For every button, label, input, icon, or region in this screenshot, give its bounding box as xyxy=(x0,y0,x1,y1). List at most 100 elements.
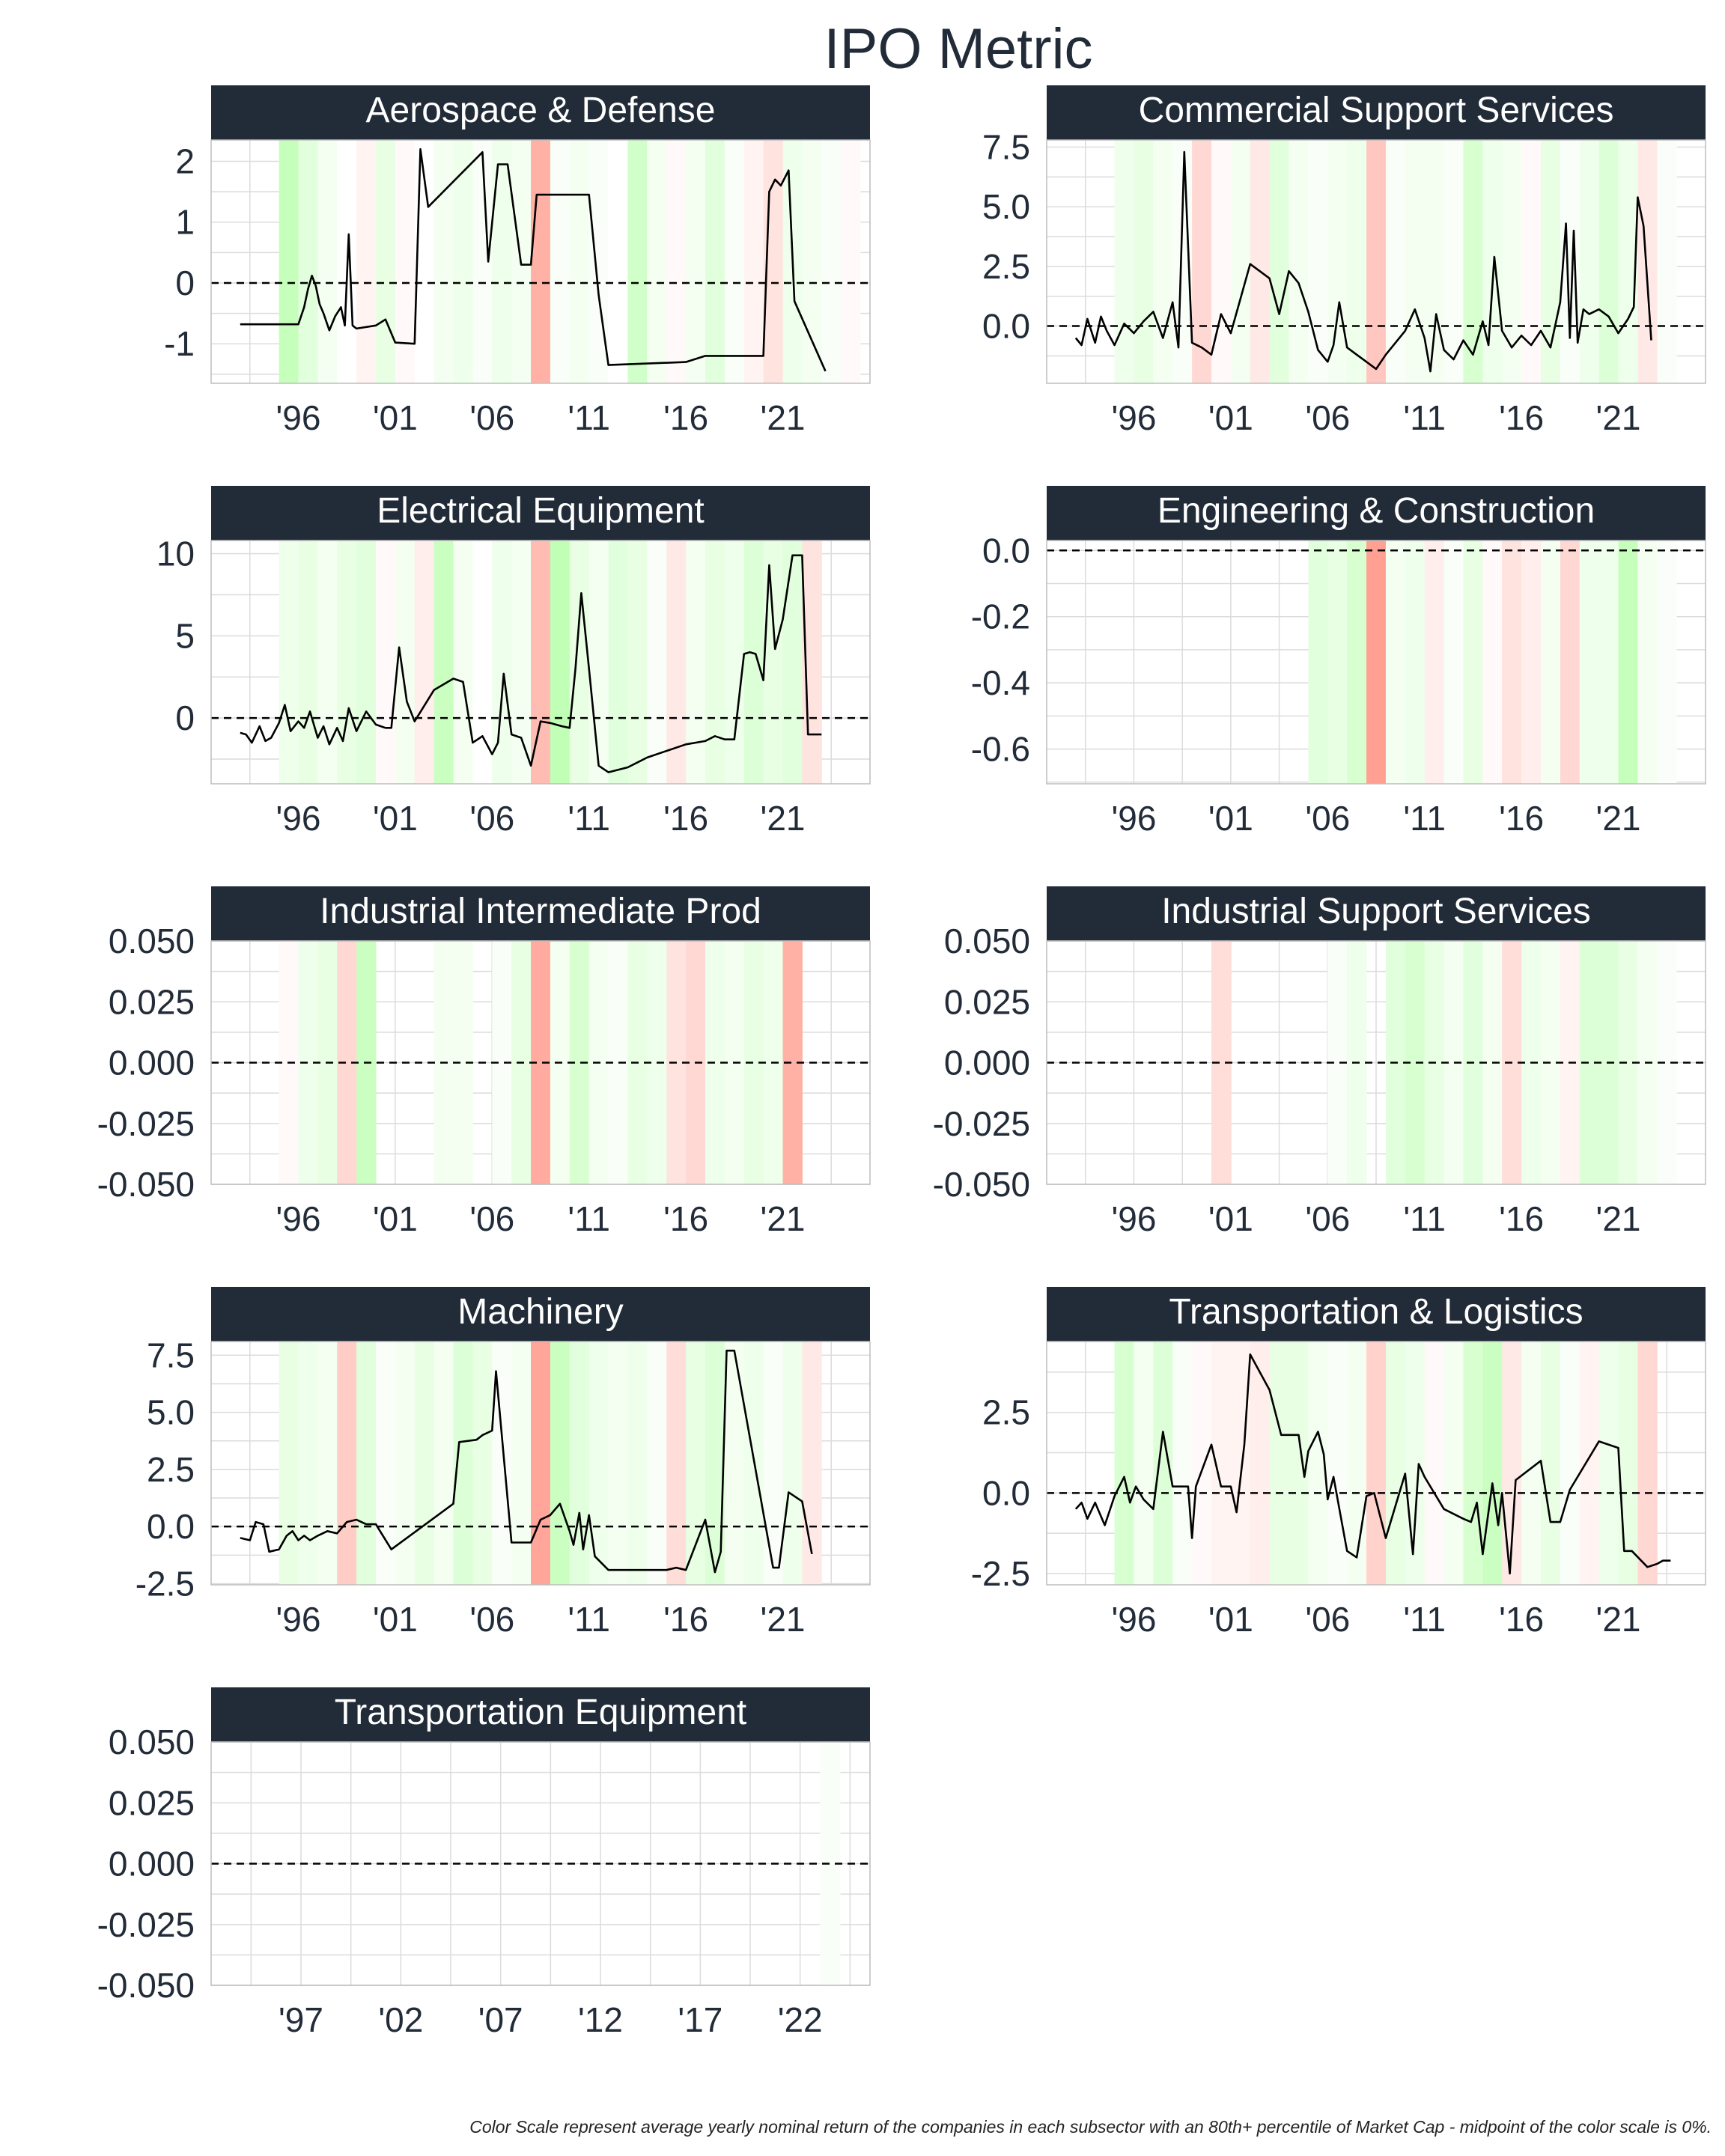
x-tick-label: '16 xyxy=(1499,1199,1544,1238)
x-tick-label: '06 xyxy=(1305,799,1350,838)
x-tick-label: '21 xyxy=(1596,398,1641,437)
y-tick-label: 2.5 xyxy=(147,1450,195,1489)
year-shade-band xyxy=(1424,140,1445,383)
x-tick-label: '01 xyxy=(1208,1600,1253,1639)
year-shade-band xyxy=(376,1342,396,1585)
year-shade-band xyxy=(298,540,318,784)
x-tick-label: '01 xyxy=(1208,1199,1253,1238)
year-shade-band xyxy=(356,140,377,383)
x-tick-label: '96 xyxy=(1111,799,1156,838)
year-shade-band xyxy=(802,140,822,383)
year-shade-band xyxy=(705,540,725,784)
y-tick-label: 7.5 xyxy=(982,128,1030,167)
year-shade-band xyxy=(608,1342,628,1585)
year-shade-band xyxy=(356,540,377,784)
year-shade-band xyxy=(1347,140,1367,383)
year-shade-band xyxy=(569,1342,590,1585)
x-tick-label: '96 xyxy=(276,1600,320,1639)
x-tick-label: '02 xyxy=(378,2000,423,2039)
panel-border xyxy=(1046,940,1706,1185)
facet-header xyxy=(1047,85,1706,140)
year-shade-band xyxy=(1327,140,1348,383)
y-tick-label: 10 xyxy=(156,535,195,573)
year-shade-band xyxy=(531,140,551,383)
y-tick-label: 0.0 xyxy=(982,1473,1030,1512)
year-shade-band xyxy=(1482,1342,1503,1585)
x-tick-label: '11 xyxy=(568,1199,610,1238)
year-shade-band xyxy=(1502,140,1522,383)
x-tick-label: '96 xyxy=(1111,1600,1156,1639)
panel-border xyxy=(210,139,871,384)
y-tick-label: 0 xyxy=(175,264,195,302)
year-shade-band xyxy=(1579,140,1600,383)
y-tick-label: 0.050 xyxy=(109,1723,195,1761)
year-shade-band xyxy=(472,540,493,784)
year-shade-band xyxy=(550,540,571,784)
facet-header xyxy=(211,486,870,540)
year-shade-band xyxy=(608,540,628,784)
panel-border xyxy=(210,1741,871,1986)
y-tick-label: 0.025 xyxy=(944,982,1030,1021)
year-shade-band xyxy=(1230,140,1251,383)
x-tick-label: '16 xyxy=(1499,1600,1544,1639)
year-shade-band xyxy=(569,140,590,383)
year-shade-band xyxy=(317,140,338,383)
year-shade-band xyxy=(841,140,861,383)
panel-border xyxy=(210,540,871,785)
year-shade-band xyxy=(1618,1342,1638,1585)
facet-panel: Electrical Equipment 0 5 10 '96 '01 '06 '11 '16 '… xyxy=(156,486,871,838)
y-tick-label: -0.6 xyxy=(971,730,1030,769)
year-shade-band xyxy=(1211,140,1232,383)
year-shade-band xyxy=(1134,1342,1154,1585)
year-shade-band xyxy=(356,1342,377,1585)
panel-border xyxy=(1046,540,1706,785)
year-shade-band xyxy=(1153,140,1173,383)
year-shade-band xyxy=(376,540,396,784)
year-shade-band xyxy=(666,1342,687,1585)
year-shade-band xyxy=(1134,140,1154,383)
year-shade-band xyxy=(317,540,338,784)
y-tick-label: 7.5 xyxy=(147,1336,195,1374)
year-shade-band xyxy=(1424,540,1445,784)
year-shade-band xyxy=(414,540,435,784)
year-shade-band xyxy=(1579,1342,1600,1585)
year-shade-band xyxy=(1657,540,1677,784)
year-shade-band xyxy=(1308,540,1328,784)
facet-header xyxy=(211,886,870,941)
facet-title: Aerospace & Defense xyxy=(366,91,716,130)
year-shade-band xyxy=(647,1342,667,1585)
year-shade-band xyxy=(1114,140,1134,383)
year-shade-band xyxy=(395,1342,416,1585)
year-shade-band xyxy=(1541,540,1561,784)
year-shade-band xyxy=(1424,1342,1445,1585)
facet-header xyxy=(211,1287,870,1342)
x-tick-label: '16 xyxy=(1499,398,1544,437)
y-tick-label: 5 xyxy=(175,616,195,655)
year-shade-band xyxy=(1211,1342,1232,1585)
x-tick-label: '16 xyxy=(663,398,708,437)
x-tick-label: '96 xyxy=(276,1199,320,1238)
x-tick-label: '01 xyxy=(373,1600,418,1639)
y-tick-label: 1 xyxy=(175,203,195,242)
year-shade-band xyxy=(1482,540,1503,784)
year-shade-band xyxy=(317,1342,338,1585)
year-shade-band xyxy=(453,540,473,784)
facet-title: Industrial Intermediate Prod xyxy=(320,892,761,931)
year-shade-band xyxy=(588,1342,609,1585)
y-tick-label: 0.0 xyxy=(982,531,1030,570)
x-tick-label: '12 xyxy=(578,2000,623,2039)
year-shade-band xyxy=(1598,140,1619,383)
year-shade-band xyxy=(1560,540,1581,784)
series-line xyxy=(1074,1353,1671,1575)
facet-header xyxy=(1047,886,1706,941)
y-tick-label: 0.000 xyxy=(109,1845,195,1884)
year-shade-band xyxy=(453,140,473,383)
year-shade-band xyxy=(414,1342,435,1585)
x-tick-label: '11 xyxy=(1403,1600,1446,1639)
year-shade-band xyxy=(1521,540,1542,784)
y-tick-label: 5.0 xyxy=(982,187,1030,226)
year-shade-band xyxy=(1521,140,1542,383)
year-shade-band xyxy=(705,140,725,383)
year-shade-band xyxy=(608,140,628,383)
year-shade-band xyxy=(1443,1342,1464,1585)
